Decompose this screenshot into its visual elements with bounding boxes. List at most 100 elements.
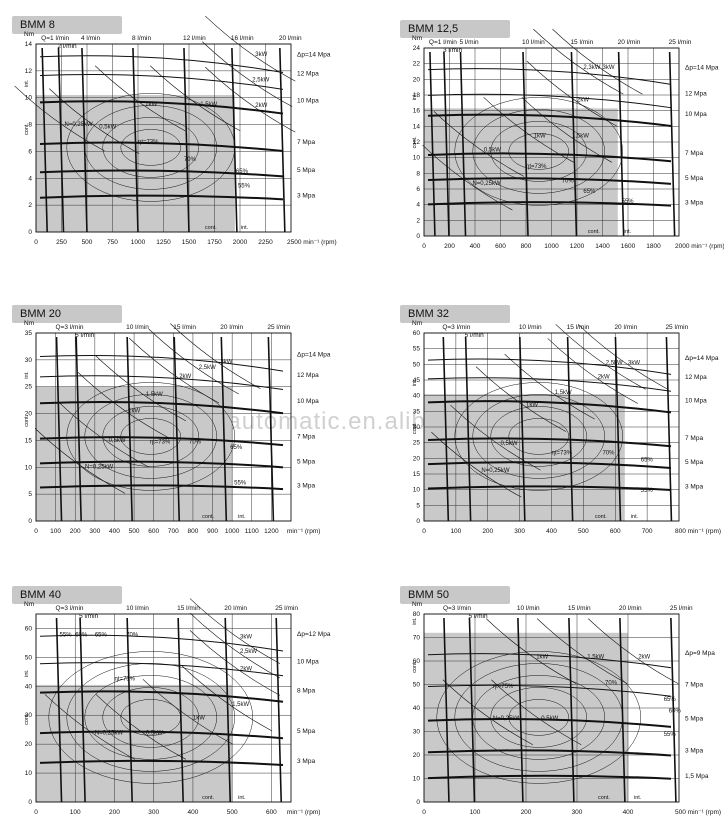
pressure-curve bbox=[39, 194, 284, 201]
pressure-label: 3 Mpa bbox=[685, 484, 703, 491]
pressure-curve bbox=[427, 485, 672, 491]
pressure-curve bbox=[427, 177, 672, 185]
x-axis-label: 2000 min⁻¹ (rpm) bbox=[675, 243, 724, 250]
efficiency-curve bbox=[454, 663, 623, 772]
y-tick-label: 10 bbox=[413, 776, 421, 783]
y-tick-label: 5 bbox=[416, 502, 420, 509]
pressure-label: 1,5 Mpa bbox=[685, 773, 709, 780]
x-axis-label: min⁻¹ (rpm) bbox=[287, 809, 320, 816]
pressure-curve bbox=[427, 377, 672, 392]
power-curve bbox=[58, 401, 149, 468]
efficiency-label: 65% bbox=[236, 169, 249, 175]
y-tick-label: 14 bbox=[25, 41, 33, 48]
flow-line bbox=[670, 617, 677, 803]
flow-label: 3 l/min bbox=[443, 47, 463, 54]
efficiency-label: 60% bbox=[669, 709, 682, 715]
efficiency-curve bbox=[490, 406, 587, 467]
efficiency-label: 55% bbox=[622, 199, 635, 205]
pressure-curve bbox=[427, 358, 672, 375]
efficiency-label: 70% bbox=[126, 632, 139, 638]
power-curve bbox=[150, 65, 241, 132]
flow-label: 5 l/min bbox=[460, 39, 480, 46]
x-tick-label: 600 bbox=[610, 528, 621, 535]
power-label: 3kW bbox=[255, 52, 267, 58]
x-tick-label: 1000 bbox=[131, 239, 146, 246]
power-curve bbox=[189, 598, 281, 664]
pressure-curve bbox=[39, 662, 284, 677]
pressure-curve bbox=[427, 400, 672, 414]
efficiency-curve bbox=[472, 675, 605, 760]
flow-line bbox=[183, 47, 190, 233]
x-tick-label: 700 bbox=[168, 528, 179, 535]
pressure-label: 5 Mpa bbox=[297, 728, 315, 735]
y-cont-marker: cont. bbox=[24, 414, 30, 426]
power-curve bbox=[552, 28, 643, 95]
efficiency-curve bbox=[508, 699, 569, 736]
int-marker: int. bbox=[238, 514, 246, 520]
y-tick-label: 70 bbox=[413, 635, 421, 642]
power-curve bbox=[491, 679, 582, 746]
flow-line bbox=[668, 51, 676, 237]
chart-panel: BMM 50 Δp=9 Mpa 7 Mpa 5 Mpa 3 Mpa 1,5 Mpa Q=3 … bbox=[400, 586, 721, 836]
flow-line bbox=[665, 336, 673, 522]
pressure-label: 5 Mpa bbox=[297, 167, 315, 174]
power-curve bbox=[504, 353, 595, 420]
y-tick-label: 40 bbox=[413, 393, 421, 400]
int-marker: int. bbox=[624, 229, 632, 235]
chart-title: BMM 32 bbox=[400, 305, 510, 323]
pressure-curve bbox=[39, 169, 284, 178]
power-label: 2,5kW bbox=[252, 78, 269, 84]
efficiency-label: ηt=73% bbox=[138, 139, 159, 145]
power-curve bbox=[526, 61, 618, 127]
flow-line bbox=[75, 336, 82, 522]
power-label: 2,5kW bbox=[606, 360, 623, 366]
y-int-marker: int. bbox=[412, 378, 418, 386]
flow-label: 20 l/min bbox=[614, 324, 637, 331]
flow-line bbox=[57, 47, 65, 233]
pressure-curve bbox=[39, 436, 284, 447]
flow-label: 25 l/min bbox=[275, 605, 298, 612]
flow-line bbox=[231, 47, 238, 233]
efficiency-label: 55% bbox=[60, 632, 73, 638]
flow-label: 20 l/min bbox=[224, 605, 247, 612]
pressure-label: 3 Mpa bbox=[297, 193, 315, 200]
x-tick-label: 0 bbox=[422, 809, 426, 816]
flow-line bbox=[79, 617, 86, 803]
efficiency-curve bbox=[454, 97, 623, 206]
x-tick-label: 0 bbox=[34, 528, 38, 535]
power-label: 2kW bbox=[179, 374, 191, 380]
int-marker: int. bbox=[631, 514, 639, 520]
flow-label: 20 l/min bbox=[279, 35, 302, 42]
x-tick-label: 300 bbox=[572, 809, 583, 816]
efficiency-label: 55% bbox=[641, 488, 654, 494]
x-tick-label: 400 bbox=[623, 809, 634, 816]
y-tick-label: 2 bbox=[28, 202, 32, 209]
y-tick-label: 15 bbox=[25, 437, 33, 444]
x-tick-label: 1200 bbox=[264, 528, 279, 535]
y-tick-label: 12 bbox=[413, 139, 421, 146]
y-cont-marker: cont. bbox=[24, 712, 30, 724]
chart-title: BMM 50 bbox=[400, 586, 510, 604]
flow-line bbox=[464, 336, 472, 522]
pressure-label: 10 Mpa bbox=[297, 659, 319, 666]
flow-line bbox=[279, 47, 286, 233]
y-axis-label: Nm bbox=[24, 320, 34, 327]
chart-panel: BMM 20 Δp=14 Mpa 12 Mpa 10 Mpa 7 Mpa 5 Mpa 3 M… bbox=[12, 305, 332, 555]
flow-label: 5 l/min bbox=[465, 332, 485, 339]
power-label: 0,5kW bbox=[109, 438, 126, 444]
y-tick-label: 50 bbox=[413, 361, 421, 368]
efficiency-label: 65% bbox=[641, 457, 654, 463]
flow-label: 10 l/min bbox=[126, 324, 149, 331]
pressure-label: 7 Mpa bbox=[685, 682, 703, 689]
flow-line bbox=[570, 51, 578, 237]
flow-line bbox=[522, 51, 529, 237]
pressure-label: 12 Mpa bbox=[685, 90, 707, 97]
flow-label: Q=3 l/min bbox=[442, 324, 470, 331]
y-tick-label: 35 bbox=[25, 330, 33, 337]
efficiency-label: 65% bbox=[583, 189, 596, 195]
pressure-curve bbox=[39, 690, 284, 703]
efficiency-curve bbox=[102, 687, 199, 748]
flow-label: 12 l/min bbox=[183, 35, 206, 42]
pressure-label: Δp=9 Mpa bbox=[685, 650, 715, 657]
pressure-curve bbox=[427, 684, 672, 697]
